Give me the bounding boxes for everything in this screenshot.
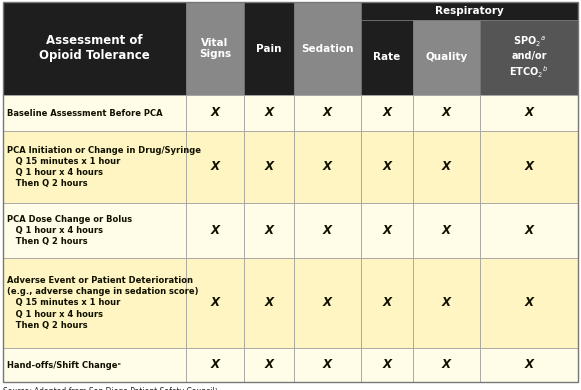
Bar xyxy=(480,95,578,131)
Text: Pain: Pain xyxy=(256,44,282,53)
Text: Baseline Assessment Before PCA: Baseline Assessment Before PCA xyxy=(7,108,163,117)
Text: X: X xyxy=(525,161,533,174)
Bar xyxy=(480,20,578,95)
Text: X: X xyxy=(525,296,533,310)
Text: X: X xyxy=(210,358,220,372)
Text: X: X xyxy=(442,224,451,237)
Bar xyxy=(480,203,578,258)
Text: Assessment of
Opioid Tolerance: Assessment of Opioid Tolerance xyxy=(39,34,150,62)
Text: X: X xyxy=(525,106,533,119)
Text: X: X xyxy=(382,296,392,310)
Text: Adverse Event or Patient Deterioration
(e.g., adverse change in sedation score)
: Adverse Event or Patient Deterioration (… xyxy=(7,276,199,330)
Text: Hand-offs/Shift Changeᶜ: Hand-offs/Shift Changeᶜ xyxy=(7,360,121,369)
Bar xyxy=(294,131,361,203)
Bar xyxy=(413,20,480,95)
Bar xyxy=(244,203,294,258)
Text: X: X xyxy=(323,106,332,119)
Bar xyxy=(186,203,244,258)
Text: X: X xyxy=(264,358,274,372)
Bar xyxy=(244,258,294,348)
Text: X: X xyxy=(382,224,392,237)
Text: SPO$_2$$^a$
and/or
ETCO$_2$$^b$: SPO$_2$$^a$ and/or ETCO$_2$$^b$ xyxy=(509,35,549,80)
Bar xyxy=(413,131,480,203)
Bar xyxy=(3,203,186,258)
Bar xyxy=(480,348,578,382)
Bar xyxy=(361,95,413,131)
Bar xyxy=(413,203,480,258)
Text: PCA Dose Change or Bolus
   Q 1 hour x 4 hours
   Then Q 2 hours: PCA Dose Change or Bolus Q 1 hour x 4 ho… xyxy=(7,215,132,246)
Bar xyxy=(3,131,186,203)
Text: X: X xyxy=(442,358,451,372)
Text: X: X xyxy=(264,224,274,237)
Bar xyxy=(3,2,186,95)
Bar xyxy=(361,2,578,20)
Text: X: X xyxy=(323,224,332,237)
Text: X: X xyxy=(264,161,274,174)
Text: X: X xyxy=(323,161,332,174)
Text: X: X xyxy=(210,161,220,174)
Text: Quality: Quality xyxy=(425,53,468,62)
Text: X: X xyxy=(382,358,392,372)
Text: X: X xyxy=(442,106,451,119)
Bar xyxy=(480,131,578,203)
Text: X: X xyxy=(210,296,220,310)
Bar xyxy=(361,203,413,258)
Text: X: X xyxy=(210,106,220,119)
Text: Source: Adapted from San Diego Patient Safety Council¹: Source: Adapted from San Diego Patient S… xyxy=(3,387,218,390)
Text: X: X xyxy=(442,296,451,310)
Text: X: X xyxy=(323,358,332,372)
Text: Rate: Rate xyxy=(374,53,401,62)
Bar xyxy=(186,2,244,95)
Bar xyxy=(294,95,361,131)
Bar xyxy=(186,131,244,203)
Text: Vital
Signs: Vital Signs xyxy=(199,38,231,59)
Bar xyxy=(294,203,361,258)
Bar xyxy=(294,2,361,95)
Text: X: X xyxy=(525,358,533,372)
Text: X: X xyxy=(264,106,274,119)
Bar xyxy=(186,258,244,348)
Bar xyxy=(480,258,578,348)
Text: X: X xyxy=(382,161,392,174)
Text: X: X xyxy=(210,224,220,237)
Bar xyxy=(413,95,480,131)
Bar xyxy=(3,95,186,131)
Bar xyxy=(244,348,294,382)
Bar xyxy=(361,258,413,348)
Bar xyxy=(3,258,186,348)
Text: X: X xyxy=(382,106,392,119)
Bar xyxy=(294,258,361,348)
Text: X: X xyxy=(264,296,274,310)
Text: X: X xyxy=(442,161,451,174)
Bar xyxy=(413,348,480,382)
Bar xyxy=(186,348,244,382)
Bar xyxy=(361,20,413,95)
Bar xyxy=(3,348,186,382)
Text: Sedation: Sedation xyxy=(302,44,354,53)
Bar xyxy=(244,95,294,131)
Bar xyxy=(244,2,294,95)
Text: X: X xyxy=(525,224,533,237)
Bar xyxy=(294,348,361,382)
Bar xyxy=(244,131,294,203)
Bar xyxy=(186,95,244,131)
Text: PCA Initiation or Change in Drug/Syringe
   Q 15 minutes x 1 hour
   Q 1 hour x : PCA Initiation or Change in Drug/Syringe… xyxy=(7,146,201,188)
Text: X: X xyxy=(323,296,332,310)
Bar xyxy=(413,258,480,348)
Bar xyxy=(361,131,413,203)
Text: Respiratory: Respiratory xyxy=(435,6,504,16)
Bar xyxy=(361,348,413,382)
